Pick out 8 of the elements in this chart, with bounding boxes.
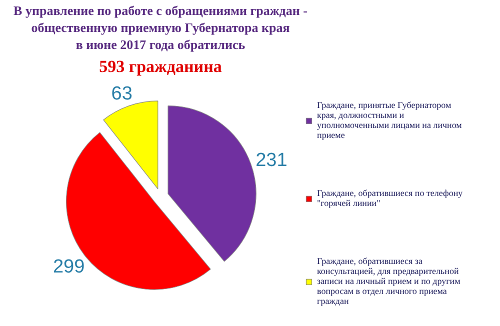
legend-label: Граждане, принятые Губернатором края, должностными и уполномоченными лицами на личном приеме [317,100,462,140]
legend-label: Граждане, обратившиеся за консультацией, для предварительной записи на личный прием и по другим вопросам в отдел личного приема граждан [317,256,460,306]
legend-label: Граждане, обратившиеся по телефону "горячей линии" [317,188,463,208]
chart-title: В управление по работе с обращениями граждан - общественную приемную Губернатора края в июне 2017 года обратились [14,3,308,52]
data-label: 231 [256,150,288,172]
data-label: 63 [111,84,132,105]
chart-subtitle: 593 гражданина [99,57,222,76]
data-label: 299 [52,256,85,278]
